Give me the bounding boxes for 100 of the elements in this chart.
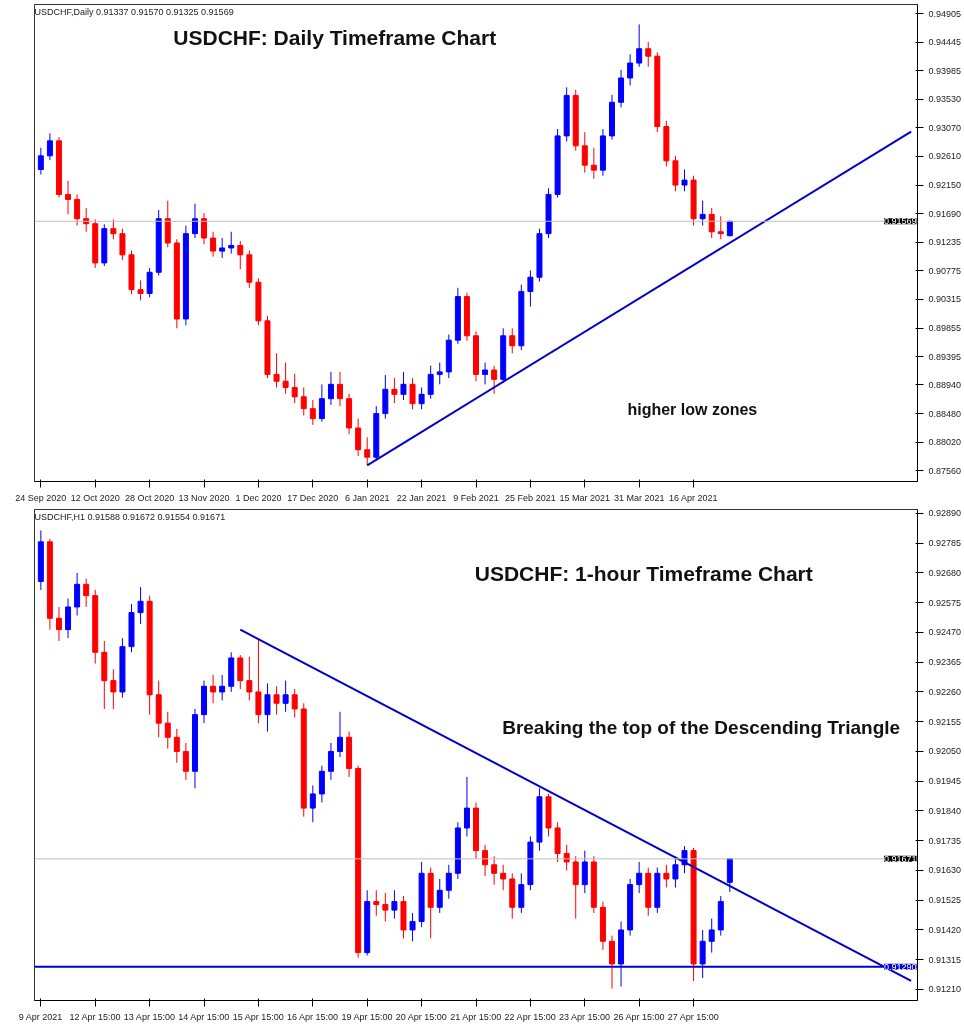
candlestick bbox=[636, 23, 643, 68]
y-tick-label: 0.88480 bbox=[928, 408, 962, 419]
candlestick bbox=[55, 606, 62, 642]
y-tick-label: 0.92150 bbox=[928, 180, 962, 191]
candlestick bbox=[681, 169, 688, 192]
y-tick-label: 0.90775 bbox=[928, 265, 962, 276]
candlestick bbox=[318, 383, 325, 423]
candlestick bbox=[291, 373, 298, 404]
y-tick-label: 0.92155 bbox=[928, 716, 962, 727]
candlestick bbox=[491, 855, 498, 886]
candlestick bbox=[65, 180, 72, 215]
candlestick bbox=[173, 728, 180, 764]
candlestick bbox=[291, 688, 298, 718]
y-tick-label: 0.92785 bbox=[928, 538, 962, 549]
candlestick bbox=[228, 231, 235, 255]
candlestick bbox=[219, 674, 226, 701]
x-tick-label: 21 Apr 15:00 bbox=[450, 1011, 502, 1022]
candlestick bbox=[210, 674, 217, 704]
candlestick bbox=[146, 267, 153, 298]
candlestick bbox=[427, 365, 434, 400]
candlestick bbox=[282, 680, 289, 713]
ref-line-label: 0.91290 bbox=[883, 961, 917, 972]
x-tick-label: 22 Apr 15:00 bbox=[504, 1011, 556, 1022]
candlestick bbox=[572, 855, 579, 920]
x-tick-label: 22 Jan 2021 bbox=[396, 492, 447, 503]
candlestick bbox=[409, 912, 416, 942]
candlestick bbox=[482, 844, 489, 877]
candlestick bbox=[74, 572, 81, 616]
y-tick-label: 0.89855 bbox=[928, 323, 962, 333]
candlestick bbox=[309, 784, 316, 823]
candlestick bbox=[327, 742, 334, 781]
x-tick-label: 31 Mar 2021 bbox=[613, 492, 665, 503]
y-tick-label: 0.89395 bbox=[928, 351, 962, 362]
candlestick bbox=[581, 131, 588, 174]
candlestick bbox=[409, 377, 416, 410]
y-tick-label: 0.90315 bbox=[928, 294, 962, 305]
candlestick bbox=[273, 685, 280, 716]
candlestick bbox=[645, 41, 652, 68]
x-tick-label: 16 Apr 15:00 bbox=[287, 1011, 339, 1022]
candlestick bbox=[463, 776, 470, 837]
candlestick bbox=[273, 352, 280, 388]
text: USDCHF: 1-hour Timeframe Chart bbox=[474, 561, 813, 585]
candlestick bbox=[436, 362, 443, 385]
x-tick-label: 12 Apr 15:00 bbox=[69, 1011, 121, 1022]
x-tick-label: 13 Nov 2020 bbox=[178, 492, 230, 503]
candlestick bbox=[282, 362, 289, 395]
y-tick-label: 0.87560 bbox=[928, 465, 962, 476]
candlestick bbox=[391, 889, 398, 920]
candlestick bbox=[219, 237, 226, 259]
candlestick bbox=[590, 147, 597, 180]
y-tick-label: 0.91210 bbox=[928, 984, 962, 995]
candlestick bbox=[445, 864, 452, 900]
candlestick bbox=[137, 586, 144, 625]
candlestick bbox=[237, 240, 244, 270]
candlestick bbox=[318, 765, 325, 803]
y-tick-label: 0.91735 bbox=[928, 835, 962, 846]
y-tick-label: 0.88940 bbox=[928, 379, 962, 390]
candlestick bbox=[246, 656, 253, 701]
y-tick-label: 0.93070 bbox=[928, 122, 962, 133]
x-tick-label: 16 Apr 2021 bbox=[669, 492, 718, 503]
candlestick bbox=[83, 578, 90, 608]
candlestick bbox=[201, 212, 208, 245]
y-tick-label: 0.93985 bbox=[928, 65, 962, 76]
x-tick-label: 27 Apr 15:00 bbox=[667, 1011, 719, 1022]
x-tick-label: 9 Feb 2021 bbox=[453, 492, 499, 503]
candlestick bbox=[364, 436, 371, 466]
candlestick bbox=[309, 399, 316, 426]
candlestick bbox=[65, 597, 72, 639]
candlestick bbox=[699, 929, 706, 979]
chart-subtitle: USDCHF,H1 0.91588 0.91672 0.91554 0.91671 bbox=[34, 511, 226, 522]
ref-line-label: 0.91671 bbox=[883, 853, 917, 864]
y-tick-label: 0.88020 bbox=[928, 437, 962, 448]
candlestick bbox=[110, 218, 117, 240]
candlestick bbox=[191, 203, 198, 239]
y-tick-label: 0.93530 bbox=[928, 94, 962, 105]
x-tick-label: 15 Apr 15:00 bbox=[232, 1011, 284, 1022]
y-tick-label: 0.92260 bbox=[928, 686, 962, 697]
candlestick bbox=[699, 200, 706, 227]
candlestick bbox=[373, 889, 380, 917]
annotation: Breaking the top of the Descending Triangle bbox=[502, 717, 901, 739]
y-tick-label: 0.91840 bbox=[928, 805, 962, 816]
x-tick-label: 19 Apr 15:00 bbox=[341, 1011, 393, 1022]
candlestick bbox=[581, 850, 588, 894]
x-tick-label: 1 Dec 2020 bbox=[235, 492, 282, 503]
candlestick bbox=[482, 362, 489, 385]
ref-line-label: 0.91569 bbox=[883, 216, 917, 227]
candlestick bbox=[509, 327, 516, 354]
y-tick-label: 0.91525 bbox=[928, 895, 962, 906]
candlestick bbox=[182, 742, 189, 781]
candlestick bbox=[717, 215, 724, 240]
x-tick-label: 14 Apr 15:00 bbox=[178, 1011, 230, 1022]
candlestick bbox=[164, 711, 171, 750]
candlestick bbox=[337, 371, 344, 407]
x-tick-label: 9 Apr 2021 bbox=[18, 1011, 63, 1022]
candlestick bbox=[119, 228, 126, 261]
candlestick bbox=[327, 371, 334, 406]
y-tick-label: 0.92050 bbox=[928, 746, 962, 757]
candlestick bbox=[300, 386, 307, 416]
y-tick-label: 0.91630 bbox=[928, 865, 962, 876]
text: USDCHF: Daily Timeframe Chart bbox=[173, 26, 497, 50]
